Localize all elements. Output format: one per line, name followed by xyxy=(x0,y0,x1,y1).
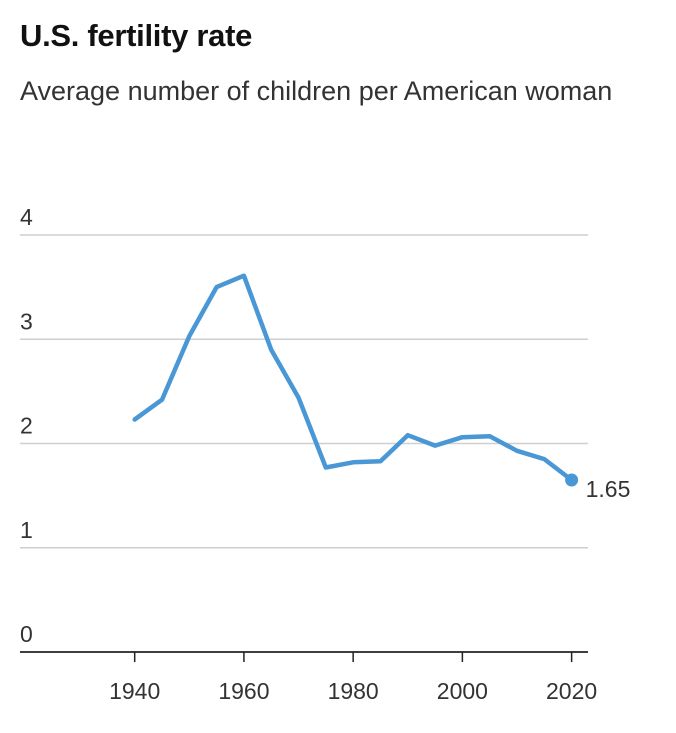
y-tick-label-4: 4 xyxy=(20,204,33,230)
data-point-1985 xyxy=(378,459,382,463)
data-point-1960 xyxy=(242,273,246,277)
data-point-2010 xyxy=(515,449,519,453)
x-tick-label-2020: 2020 xyxy=(546,678,597,704)
data-point-2005 xyxy=(487,434,491,438)
x-tick-label-1980: 1980 xyxy=(328,678,379,704)
data-point-2015 xyxy=(542,457,546,461)
data-point-1950 xyxy=(187,334,191,338)
data-point-1970 xyxy=(296,395,300,399)
chart-subtitle: Average number of children per American … xyxy=(20,76,613,106)
endpoint-marker xyxy=(565,473,579,487)
y-tick-label-0: 0 xyxy=(20,621,33,647)
data-point-2000 xyxy=(460,435,464,439)
x-axis-labels: 1940 1960 1980 2000 2020 xyxy=(109,678,597,704)
data-point-1965 xyxy=(269,347,273,351)
x-tick-label-2000: 2000 xyxy=(437,678,488,704)
data-point-1945 xyxy=(160,398,164,402)
gridlines xyxy=(20,234,588,549)
data-point-1980 xyxy=(351,460,355,464)
x-axis xyxy=(20,651,588,662)
y-tick-label-3: 3 xyxy=(20,308,33,334)
y-tick-label-1: 1 xyxy=(20,517,33,543)
data-point-1990 xyxy=(406,433,410,437)
end-value-label: 1.65 xyxy=(586,476,631,502)
data-point-1975 xyxy=(324,465,328,469)
chart-title: U.S. fertility rate xyxy=(20,18,253,53)
data-point-1995 xyxy=(433,443,437,447)
data-point-1955 xyxy=(214,285,218,289)
y-axis-labels: 0 1 2 3 4 xyxy=(20,204,33,647)
series-line-0 xyxy=(132,273,574,483)
data-point-1940 xyxy=(132,417,136,421)
y-tick-label-2: 2 xyxy=(20,413,33,439)
x-tick-label-1960: 1960 xyxy=(218,678,269,704)
x-tick-label-1940: 1940 xyxy=(109,678,160,704)
series-layer: 1.65 xyxy=(132,273,630,502)
